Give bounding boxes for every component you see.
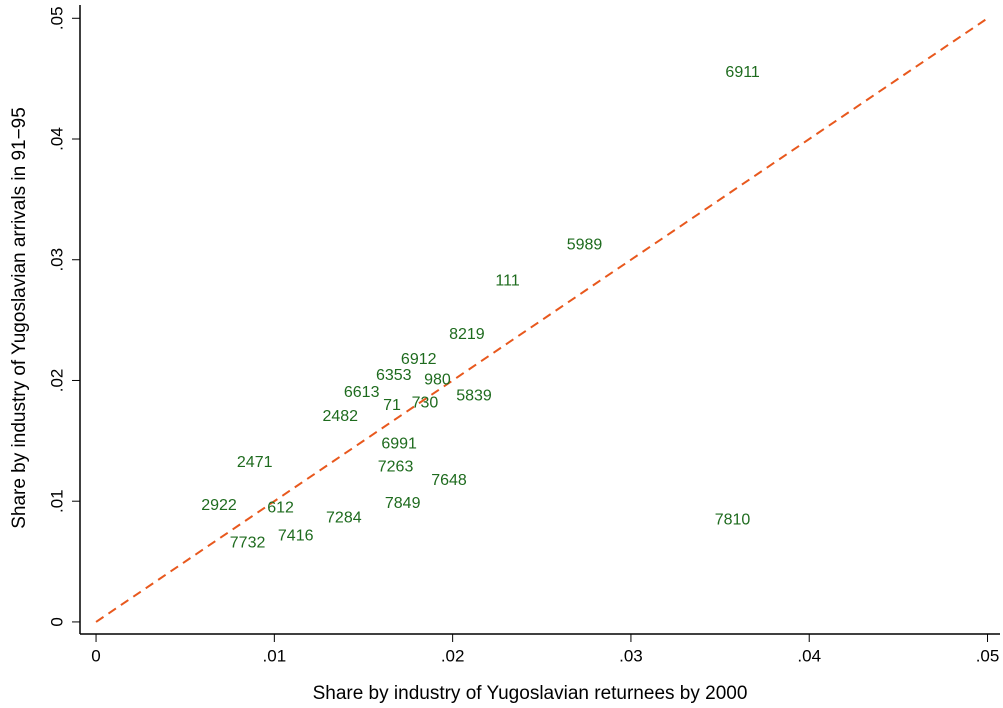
y-tick-label: .02 <box>47 369 66 393</box>
x-tick-label: 0 <box>91 646 100 665</box>
point-label: 2482 <box>322 408 358 425</box>
point-label: 7810 <box>715 512 751 529</box>
point-label: 6353 <box>376 367 412 384</box>
point-label: 6613 <box>344 384 380 401</box>
x-tick-label: .05 <box>976 646 1000 665</box>
point-label: 71 <box>383 397 401 414</box>
x-tick-label: .03 <box>619 646 643 665</box>
y-tick-label: 0 <box>47 617 66 626</box>
y-tick-label: .05 <box>47 6 66 30</box>
point-label: 2922 <box>201 497 237 514</box>
point-label: 5839 <box>456 387 492 404</box>
y-tick-label: .04 <box>47 127 66 151</box>
x-tick-label: .04 <box>797 646 821 665</box>
x-axis-label: Share by industry of Yugoslavian returne… <box>313 683 748 704</box>
y-axis-label: Share by industry of Yugoslavian arrival… <box>9 107 30 529</box>
x-tick-label: .02 <box>441 646 465 665</box>
point-label: 111 <box>495 273 519 290</box>
y-tick-label: .01 <box>47 489 66 513</box>
point-label: 7284 <box>326 509 362 526</box>
y-tick-label: .03 <box>47 248 66 272</box>
point-label: 8219 <box>449 326 485 343</box>
point-label: 6991 <box>381 436 417 453</box>
point-label: 2471 <box>237 454 273 471</box>
point-label: 7416 <box>278 527 314 544</box>
point-label: 5989 <box>567 236 603 253</box>
point-label: 612 <box>267 500 294 517</box>
point-label: 6911 <box>725 64 760 81</box>
point-label: 730 <box>412 395 439 412</box>
point-label: 7263 <box>378 459 414 476</box>
point-label: 7849 <box>385 495 421 512</box>
point-label: 7648 <box>431 472 467 489</box>
point-label: 6912 <box>401 351 437 368</box>
reference-line <box>95 17 989 623</box>
x-tick-label: .01 <box>263 646 287 665</box>
point-label: 7732 <box>230 535 266 552</box>
point-label: 980 <box>424 372 451 389</box>
